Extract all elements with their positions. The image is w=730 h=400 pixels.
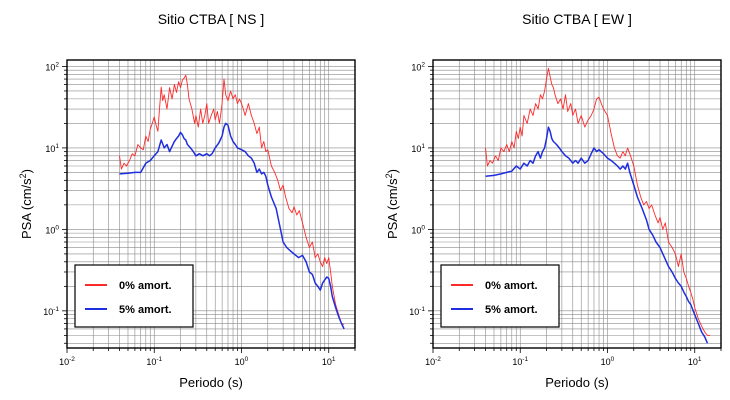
chart-title: Sitio CTBA [ NS ] — [158, 11, 265, 27]
legend-label: 0% amort. — [485, 280, 538, 292]
legend-box — [74, 264, 194, 328]
y-tick-label: 102 — [45, 61, 59, 72]
y-tick-label: 100 — [45, 224, 59, 235]
series-line-red — [119, 74, 345, 325]
x-axis-label: Periodo (s) — [545, 375, 609, 390]
legend-label: 5% amort. — [485, 304, 538, 316]
y-tick-label: 101 — [45, 143, 59, 154]
legend-label: 0% amort. — [119, 280, 172, 292]
x-tick-label: 10-1 — [146, 356, 162, 367]
chart-title: Sitio CTBA [ EW ] — [522, 11, 632, 27]
x-tick-label: 101 — [688, 356, 702, 367]
y-tick-label: 102 — [411, 61, 425, 72]
plot-frame — [66, 59, 356, 349]
series-line-red — [485, 67, 711, 336]
x-axis-label: Periodo (s) — [179, 375, 243, 390]
x-tick-label: 10-1 — [512, 356, 528, 367]
plot-frame — [432, 59, 722, 349]
x-tick-label: 100 — [235, 356, 249, 367]
y-axis-label: PSA (cm/s2) — [384, 169, 400, 239]
y-tick-label: 100 — [411, 224, 425, 235]
series-line-blue — [119, 122, 345, 330]
grid-lines — [66, 60, 356, 348]
x-tick-label: 100 — [601, 356, 615, 367]
y-axis-label: PSA (cm/s2) — [18, 169, 34, 239]
y-tick-label: 10-1 — [409, 306, 425, 317]
series-line-blue — [485, 126, 709, 344]
x-tick-label: 10-2 — [425, 356, 441, 367]
legend: 0% amort. 5% amort. — [440, 264, 560, 328]
chart-panel-1: 10-2 10-1 100 101 10-1 100 101 102 Sitio CTBA [ … — [18, 11, 356, 390]
y-tick-label: 101 — [411, 143, 425, 154]
x-tick-label: 101 — [322, 356, 336, 367]
chart-panel-2: 10-2 10-1 100 101 10-1 100 101 102 Sitio CTBA [ … — [384, 11, 722, 390]
y-tick-label: 10-1 — [43, 306, 59, 317]
legend-label: 5% amort. — [119, 304, 172, 316]
legend-box — [440, 264, 560, 328]
legend: 0% amort. 5% amort. — [74, 264, 194, 328]
x-tick-label: 10-2 — [59, 356, 75, 367]
